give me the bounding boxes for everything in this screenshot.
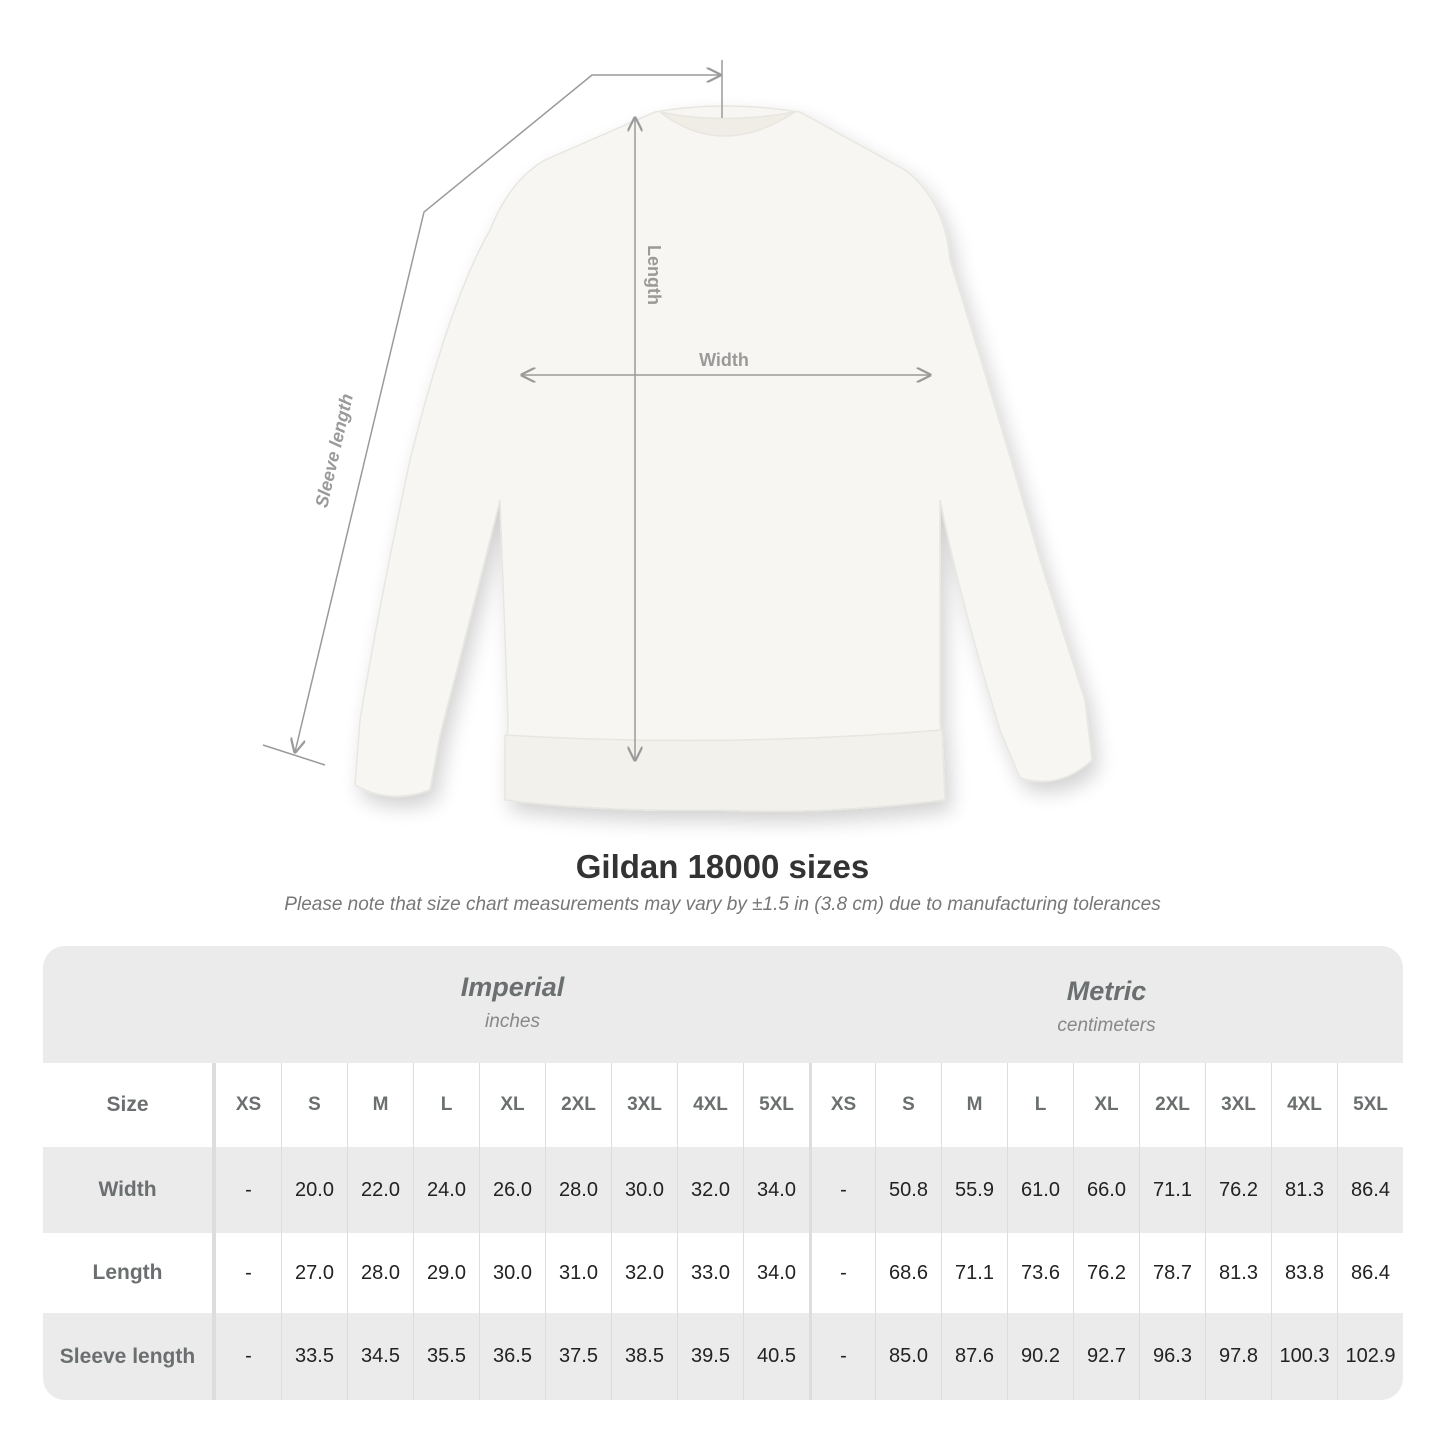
- size-imperial: 5XL: [743, 1063, 809, 1147]
- table-row: Sleeve length -33.5 34.5 35.5 36.5 37.5 38.5 39…: [43, 1313, 1403, 1400]
- metric-value: 71.1: [941, 1233, 1007, 1313]
- metric-unit: centimeters: [1057, 1015, 1156, 1036]
- metric-value: 76.2: [1073, 1233, 1139, 1313]
- size-metric: XS: [809, 1063, 875, 1147]
- size-metric: 2XL: [1139, 1063, 1205, 1147]
- size-label: Size: [43, 1063, 215, 1147]
- imperial-value: 29.0: [413, 1233, 479, 1313]
- metric-value: 102.9: [1337, 1313, 1403, 1400]
- imperial-value: 28.0: [347, 1233, 413, 1313]
- imperial-value: 24.0: [413, 1147, 479, 1233]
- measurement-lines: [262, 60, 930, 766]
- imperial-value: 30.0: [479, 1233, 545, 1313]
- metric-value: 97.8: [1205, 1313, 1271, 1400]
- metric-value: 61.0: [1007, 1147, 1073, 1233]
- table-row: Length -27.0 28.0 29.0 30.0 31.0 32.0 33.0 34.0-…: [43, 1233, 1403, 1313]
- size-imperial: L: [413, 1063, 479, 1147]
- sweatshirt-illustration: Length Width Sleeve length: [262, 60, 1093, 812]
- tolerance-note: Please note that size chart measurements…: [284, 894, 1161, 915]
- imperial-value: 26.0: [479, 1147, 545, 1233]
- imperial-title: Imperial: [460, 972, 565, 1002]
- size-imperial: S: [281, 1063, 347, 1147]
- metric-value: 68.6: [875, 1233, 941, 1313]
- imperial-value: 22.0: [347, 1147, 413, 1233]
- metric-value: 86.4: [1337, 1147, 1403, 1233]
- metric-value: 90.2: [1007, 1313, 1073, 1400]
- size-metric: S: [875, 1063, 941, 1147]
- size-metric: 3XL: [1205, 1063, 1271, 1147]
- size-header-row: Size XS S M L XL 2XL 3XL 4XL 5XL XS S M L XL 2XL 3XL 4XL 5…: [43, 1063, 1403, 1147]
- imperial-value: 32.0: [677, 1147, 743, 1233]
- imperial-value: 30.0: [611, 1147, 677, 1233]
- metric-header: Metric centimeters: [810, 946, 1403, 1063]
- metric-value: 87.6: [941, 1313, 1007, 1400]
- table-row: Width -20.0 22.0 24.0 26.0 28.0 30.0 32.0 34.0-5…: [43, 1147, 1403, 1233]
- imperial-value: -: [215, 1147, 281, 1233]
- imperial-value: 34.0: [743, 1233, 809, 1313]
- length-label: Length: [644, 245, 664, 305]
- size-imperial: 4XL: [677, 1063, 743, 1147]
- metric-title: Metric: [1066, 976, 1147, 1006]
- size-imperial: XS: [215, 1063, 281, 1147]
- imperial-value: 33.0: [677, 1233, 743, 1313]
- imperial-header: Imperial inches: [215, 946, 810, 1063]
- size-metric: 5XL: [1337, 1063, 1403, 1147]
- imperial-value: 28.0: [545, 1147, 611, 1233]
- imperial-value: 36.5: [479, 1313, 545, 1400]
- metric-value: -: [809, 1313, 875, 1400]
- size-imperial: 2XL: [545, 1063, 611, 1147]
- row-label: Sleeve length: [43, 1313, 215, 1400]
- metric-value: -: [809, 1147, 875, 1233]
- imperial-unit: inches: [485, 1011, 540, 1032]
- size-metric: XL: [1073, 1063, 1139, 1147]
- metric-value: 76.2: [1205, 1147, 1271, 1233]
- metric-value: 73.6: [1007, 1233, 1073, 1313]
- metric-value: 50.8: [875, 1147, 941, 1233]
- metric-value: 96.3: [1139, 1313, 1205, 1400]
- imperial-value: -: [215, 1233, 281, 1313]
- imperial-value: 27.0: [281, 1233, 347, 1313]
- size-imperial: 3XL: [611, 1063, 677, 1147]
- metric-value: 85.0: [875, 1313, 941, 1400]
- row-label: Width: [43, 1147, 215, 1233]
- imperial-value: 34.5: [347, 1313, 413, 1400]
- imperial-value: 39.5: [677, 1313, 743, 1400]
- imperial-value: 31.0: [545, 1233, 611, 1313]
- sleeve-length-label: Sleeve length: [311, 392, 357, 510]
- metric-value: 71.1: [1139, 1147, 1205, 1233]
- imperial-value: 35.5: [413, 1313, 479, 1400]
- imperial-value: 20.0: [281, 1147, 347, 1233]
- sweatshirt: [354, 105, 1093, 812]
- metric-value: 100.3: [1271, 1313, 1337, 1400]
- imperial-value: 34.0: [743, 1147, 809, 1233]
- imperial-value: -: [215, 1313, 281, 1400]
- imperial-value: 32.0: [611, 1233, 677, 1313]
- size-metric: M: [941, 1063, 1007, 1147]
- imperial-value: 38.5: [611, 1313, 677, 1400]
- metric-value: 66.0: [1073, 1147, 1139, 1233]
- metric-value: 92.7: [1073, 1313, 1139, 1400]
- metric-value: 86.4: [1337, 1233, 1403, 1313]
- page-title: Gildan 18000 sizes: [575, 848, 870, 885]
- metric-value: 81.3: [1205, 1233, 1271, 1313]
- size-table: Imperial inches Metric centimeters Size X…: [43, 946, 1403, 1400]
- metric-value: 78.7: [1139, 1233, 1205, 1313]
- size-imperial: M: [347, 1063, 413, 1147]
- metric-value: 83.8: [1271, 1233, 1337, 1313]
- size-metric: 4XL: [1271, 1063, 1337, 1147]
- metric-value: 81.3: [1271, 1147, 1337, 1233]
- imperial-value: 33.5: [281, 1313, 347, 1400]
- size-metric: L: [1007, 1063, 1073, 1147]
- imperial-value: 37.5: [545, 1313, 611, 1400]
- metric-value: -: [809, 1233, 875, 1313]
- row-label: Length: [43, 1233, 215, 1313]
- table-header: [43, 946, 1403, 1063]
- imperial-value: 40.5: [743, 1313, 809, 1400]
- metric-value: 55.9: [941, 1147, 1007, 1233]
- size-imperial: XL: [479, 1063, 545, 1147]
- width-label: Width: [699, 350, 749, 370]
